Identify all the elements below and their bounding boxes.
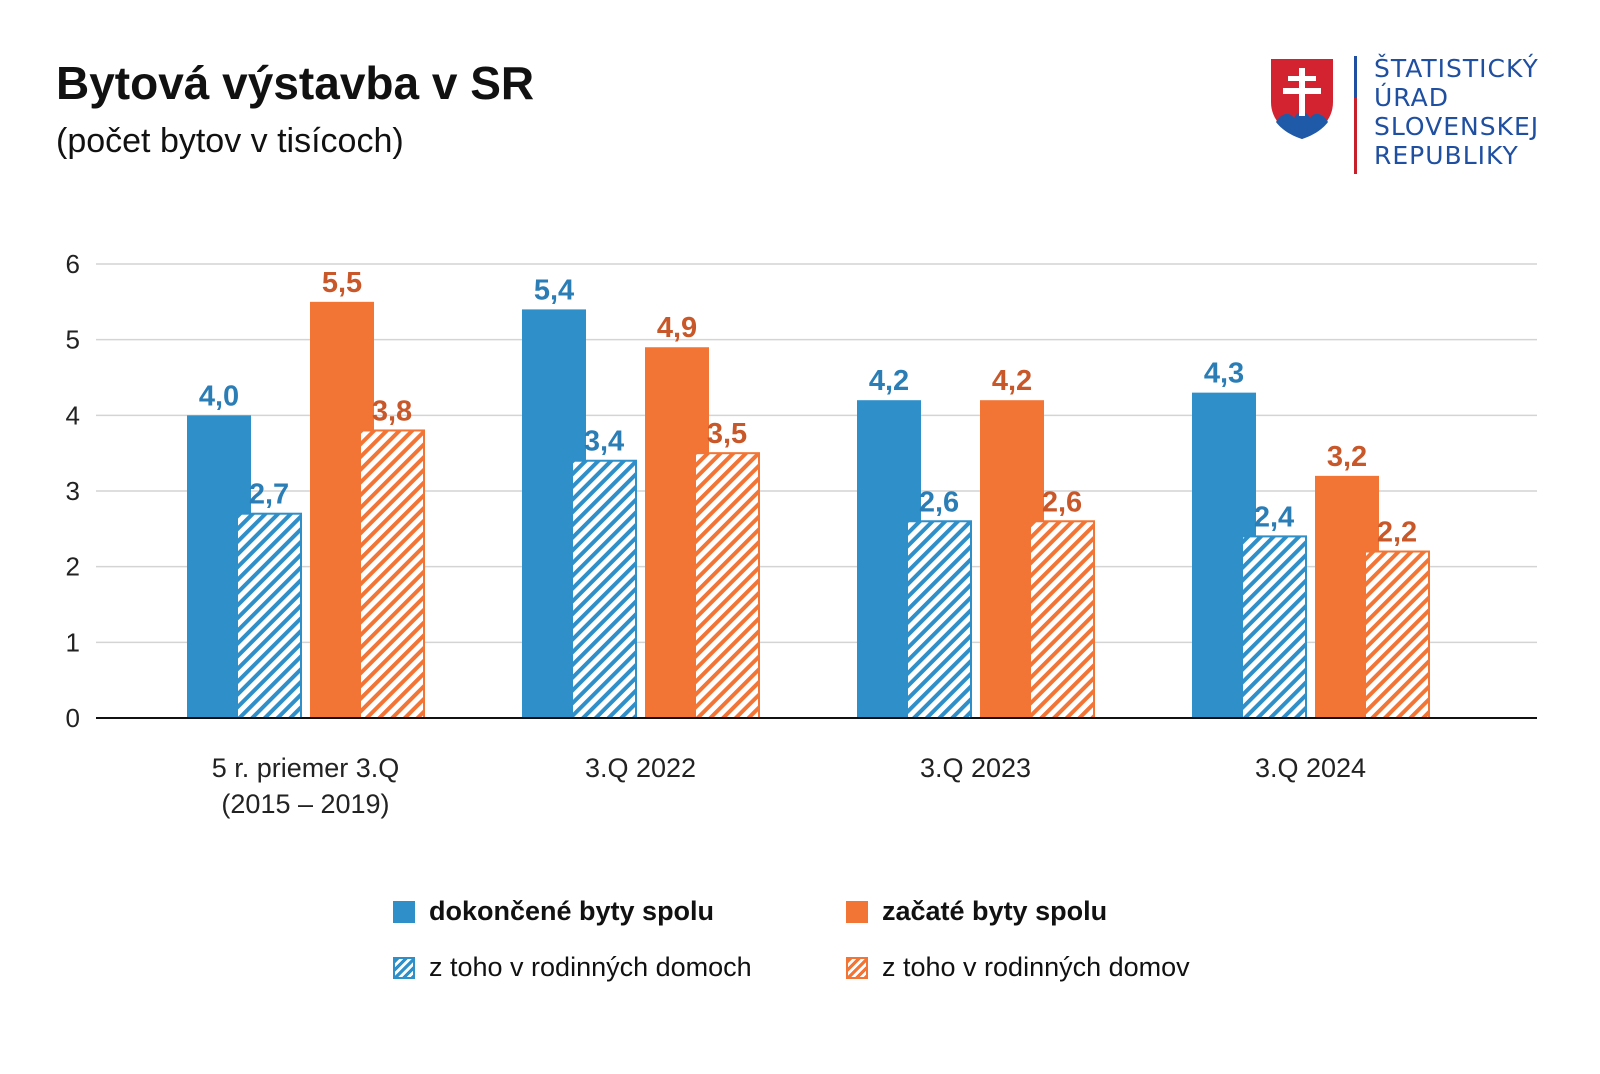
bar (906, 520, 972, 719)
x-axis-categories: 5 r. priemer 3.Q (2015 – 2019) 3.Q 2022 3.Q… (212, 753, 1366, 819)
logo-line: ÚRAD (1374, 83, 1450, 112)
x-category-label: (2015 – 2019) (221, 789, 389, 819)
logo-line: SLOVENSKEJ (1374, 112, 1540, 141)
x-category-label: 5 r. priemer 3.Q (212, 753, 400, 783)
value-label: 4,2 (869, 365, 909, 397)
value-label: 3,2 (1327, 441, 1367, 473)
legend-item-started: začaté byty spolu (846, 896, 1107, 927)
bars (187, 301, 1430, 720)
value-label: 4,3 (1204, 358, 1244, 390)
value-label: 5,4 (534, 274, 574, 306)
y-tick-label: 3 (66, 476, 80, 506)
bar (1364, 550, 1430, 719)
bar (1241, 535, 1307, 720)
value-label: 2,4 (1254, 501, 1294, 533)
bar (236, 512, 302, 720)
slovak-coat-of-arms-icon (1269, 57, 1335, 142)
legend-swatch-solid-orange (846, 900, 868, 923)
value-label: 3,5 (707, 418, 747, 450)
logo-wordmark: ŠTATISTICKÝ ÚRAD SLOVENSKEJ REPUBLIKY (1374, 54, 1539, 170)
bar (694, 452, 760, 719)
value-label: 4,9 (657, 312, 697, 344)
legend-swatch-solid-blue (393, 900, 415, 923)
value-label: 2,6 (919, 486, 959, 518)
bar (571, 459, 637, 719)
value-label: 4,2 (992, 365, 1032, 397)
value-label: 4,0 (199, 380, 239, 412)
bar (1029, 520, 1095, 719)
logo-line: REPUBLIKY (1374, 141, 1519, 170)
legend-label: dokončené byty spolu (429, 896, 715, 926)
value-label: 3,8 (372, 395, 412, 427)
legend-swatch-hatched-orange (846, 956, 868, 979)
y-tick-label: 2 (66, 552, 80, 582)
y-axis-ticks: 0 1 2 3 4 5 6 (66, 249, 80, 733)
x-category-label: 3.Q 2024 (1255, 753, 1366, 783)
y-tick-label: 5 (66, 325, 80, 355)
legend-item-completed: dokončené byty spolu (393, 896, 714, 927)
legend-swatch-hatched-blue (393, 956, 415, 979)
x-category-label: 3.Q 2023 (920, 753, 1031, 783)
legend-label: z toho v rodinných domov (882, 952, 1190, 982)
value-label: 2,2 (1377, 517, 1417, 549)
statistical-office-logo: ŠTATISTICKÝ ÚRAD SLOVENSKEJ REPUBLIKY (1262, 52, 1562, 182)
value-labels: 4,0 2,7 5,5 3,8 5,4 3,4 4,9 3,5 4,2 2,6 4,2 2,6 4,3 2… (199, 267, 1417, 549)
value-label: 5,5 (322, 267, 362, 299)
legend-label: z toho v rodinných domoch (429, 952, 752, 982)
logo-divider (1354, 56, 1357, 174)
chart-title: Bytová výstavba v SR (56, 57, 535, 109)
y-tick-label: 0 (66, 703, 80, 733)
x-category-label: 3.Q 2022 (585, 753, 696, 783)
value-label: 2,6 (1042, 486, 1082, 518)
value-label: 2,7 (249, 479, 289, 511)
value-label: 3,4 (584, 426, 624, 458)
legend-item-completed-family-houses: z toho v rodinných domoch (393, 952, 752, 983)
y-tick-label: 1 (66, 627, 80, 657)
y-tick-label: 4 (66, 400, 80, 430)
chart-subtitle: (počet bytov v tisícoch) (56, 122, 404, 160)
y-tick-label: 6 (66, 249, 80, 279)
bar (359, 429, 425, 719)
legend-label: začaté byty spolu (882, 896, 1108, 926)
logo-line: ŠTATISTICKÝ (1374, 54, 1539, 83)
legend: dokončené byty spolu začaté byty spolu z… (393, 896, 1293, 1006)
legend-item-started-family-houses: z toho v rodinných domov (846, 952, 1190, 983)
